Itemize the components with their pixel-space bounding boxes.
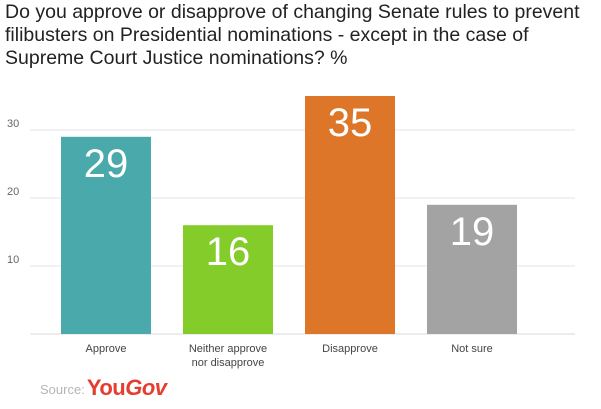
bar	[183, 225, 273, 334]
bars: 29 16 35 19	[61, 96, 517, 334]
source-attribution: Source: YouGov	[40, 374, 167, 400]
y-tick-label: 30	[7, 118, 19, 130]
y-tick-label: 10	[7, 254, 19, 266]
x-tick-label: Disapprove	[322, 343, 378, 355]
yougov-logo: YouGov	[86, 375, 167, 400]
data-label: 29	[84, 142, 129, 186]
x-tick-label: Neither approve nor disapprove	[189, 343, 267, 369]
bar	[61, 136, 151, 334]
data-label: 19	[450, 210, 495, 254]
x-tick-label: Not sure	[451, 343, 493, 355]
x-axis: Approve Neither approve nor disapprove Disa…	[86, 343, 493, 369]
bar	[305, 96, 395, 334]
chart-title: Do you approve or disapprove of changing…	[5, 1, 580, 69]
data-label: 16	[206, 230, 251, 274]
source-label: Source:	[40, 382, 85, 397]
data-label: 35	[328, 101, 373, 145]
bar	[427, 204, 517, 334]
x-tick-label: Approve	[86, 343, 127, 355]
y-axis: 10 20 30	[7, 118, 19, 266]
y-tick-label: 20	[7, 186, 19, 198]
